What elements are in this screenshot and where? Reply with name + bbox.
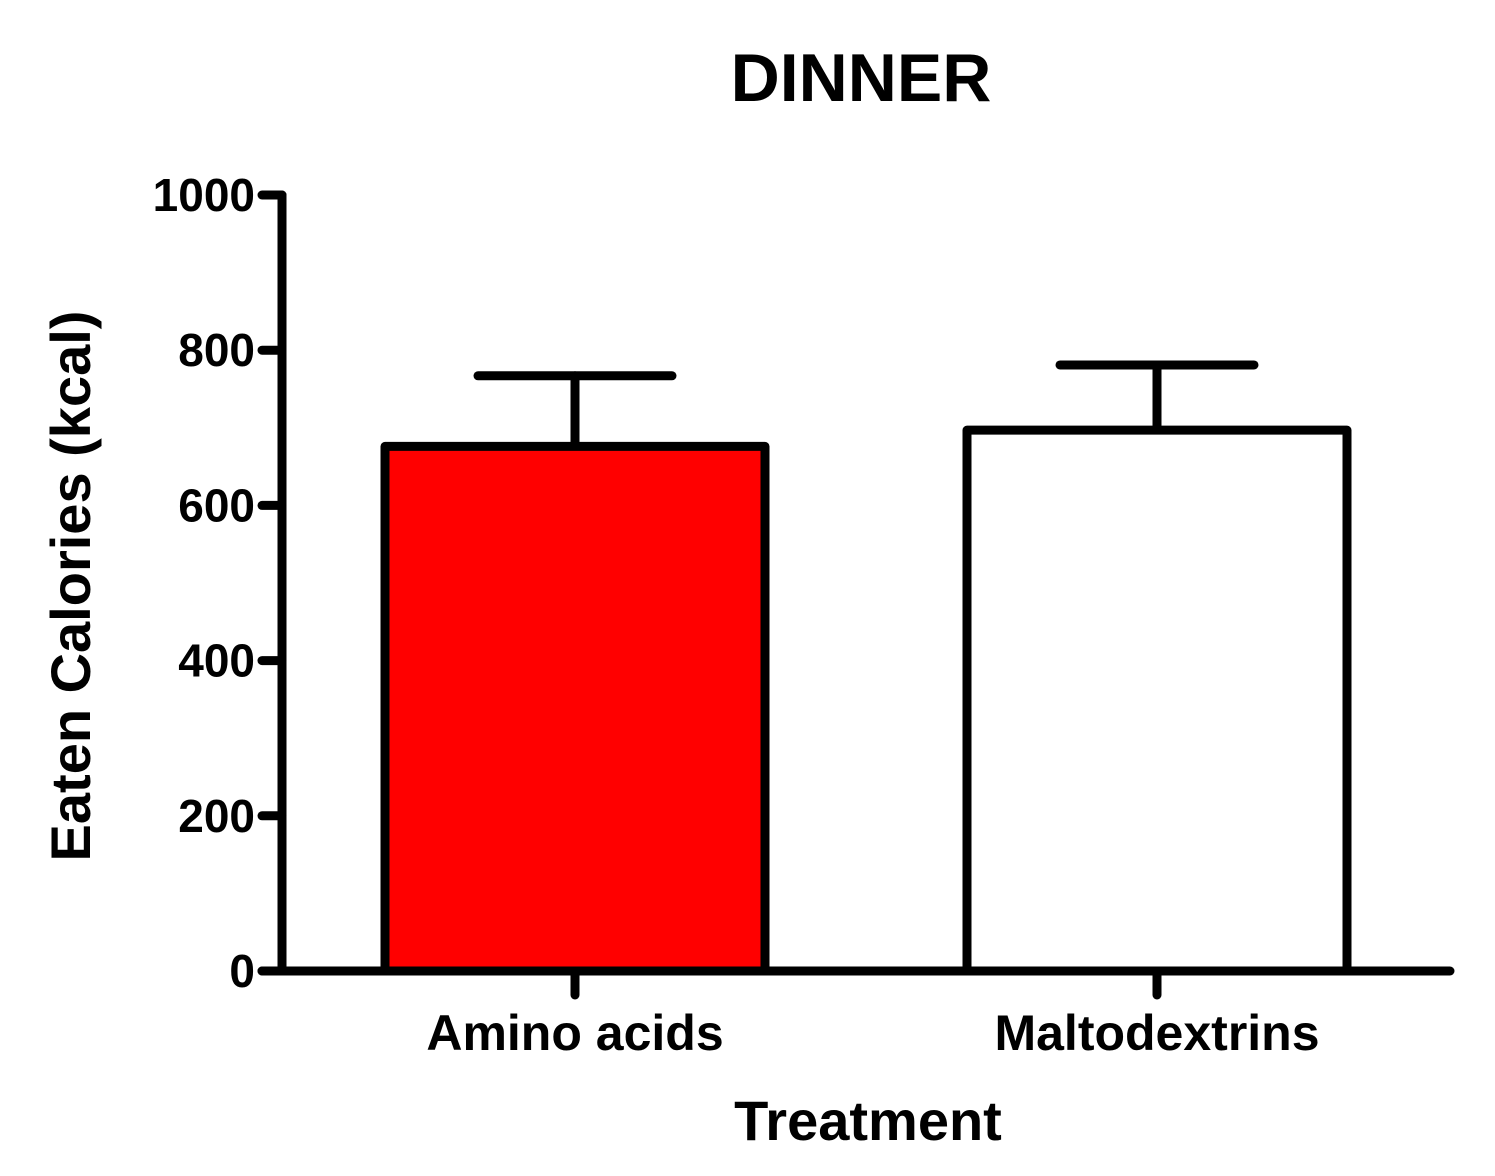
y-tick-label-0: 0 bbox=[229, 945, 255, 997]
bar-2 bbox=[962, 425, 1352, 976]
y-tick-label-400: 400 bbox=[178, 635, 255, 687]
y-axis-label: Eaten Calories (kcal) bbox=[39, 311, 102, 862]
bar-1 bbox=[380, 441, 770, 976]
x-tick-label-1: Amino acids bbox=[426, 1005, 723, 1061]
y-tick-label-600: 600 bbox=[178, 479, 255, 531]
x-axis-label: Treatment bbox=[734, 1089, 1002, 1152]
chart-title: DINNER bbox=[731, 40, 992, 116]
y-tick-label-800: 800 bbox=[178, 324, 255, 376]
x-tick-label-2: Maltodextrins bbox=[994, 1005, 1319, 1061]
y-tick-label-200: 200 bbox=[178, 790, 255, 842]
y-tick-label-1000: 1000 bbox=[153, 169, 255, 221]
plot-area: 0 200 400 600 800 1000 Amino acids Maltodextrin… bbox=[153, 169, 1455, 1061]
